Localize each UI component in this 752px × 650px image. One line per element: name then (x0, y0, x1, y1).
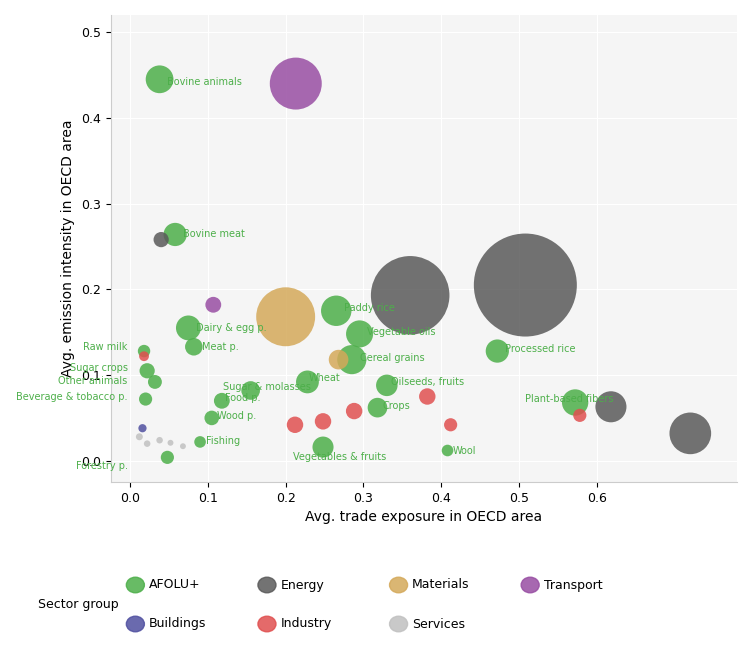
Point (317, 442, 329, 452)
Point (346, 354, 358, 365)
Point (206, 413, 218, 423)
Text: Wheat: Wheat (309, 374, 341, 383)
Text: Wood p.: Wood p. (217, 411, 256, 421)
Text: Crops: Crops (383, 401, 411, 411)
Text: Processed rice: Processed rice (505, 344, 575, 354)
Point (491, 346, 503, 356)
Point (244, 385, 256, 396)
Text: Paddy rice: Paddy rice (344, 303, 395, 313)
Point (605, 402, 617, 412)
Point (353, 329, 365, 339)
Point (332, 354, 344, 365)
Point (138, 351, 150, 361)
Text: Sector group: Sector group (38, 598, 118, 611)
Point (381, 380, 393, 391)
X-axis label: Avg. trade exposure in OECD area: Avg. trade exposure in OECD area (305, 510, 542, 525)
Point (444, 420, 456, 430)
Text: Bovine animals: Bovine animals (168, 77, 242, 87)
Point (208, 300, 220, 310)
Point (569, 397, 581, 408)
Text: Meat p.: Meat p. (202, 342, 238, 352)
Point (194, 437, 206, 447)
Text: Plant-based fibers: Plant-based fibers (526, 394, 614, 404)
Text: Other animals: Other animals (59, 376, 128, 386)
Point (153, 435, 165, 445)
Text: Wool: Wool (453, 445, 477, 456)
Text: Food p.: Food p. (225, 393, 260, 403)
Point (141, 365, 153, 376)
Point (684, 428, 696, 439)
Text: Materials: Materials (412, 578, 469, 592)
Point (183, 322, 195, 333)
Text: Forestry p.: Forestry p. (76, 461, 128, 471)
Point (280, 311, 292, 322)
Point (441, 445, 453, 456)
Point (140, 394, 152, 404)
Text: Transport: Transport (544, 578, 602, 592)
Point (520, 280, 532, 291)
Text: Fishing: Fishing (206, 436, 241, 446)
Point (141, 439, 153, 449)
Text: Cereal grains: Cereal grains (359, 353, 424, 363)
Text: Sugar crops: Sugar crops (70, 363, 128, 373)
Text: Bovine meat: Bovine meat (183, 229, 245, 239)
Point (165, 437, 177, 448)
Point (169, 229, 181, 240)
Point (330, 306, 342, 316)
Point (348, 406, 360, 416)
Point (371, 402, 384, 413)
Text: Industry: Industry (280, 618, 332, 630)
Text: Buildings: Buildings (149, 618, 206, 630)
Text: Energy: Energy (280, 578, 324, 592)
Point (138, 346, 150, 356)
Point (162, 452, 174, 463)
Point (404, 290, 416, 300)
Point (289, 420, 301, 430)
Text: Beverage & tobacco p.: Beverage & tobacco p. (17, 393, 128, 402)
Point (421, 391, 433, 402)
Point (155, 235, 167, 245)
Text: Sugar & molasses: Sugar & molasses (223, 382, 311, 392)
Text: Vegetable oils: Vegetable oils (368, 327, 436, 337)
Text: Services: Services (412, 618, 465, 630)
Y-axis label: Avg. emission intensity in OECD area: Avg. emission intensity in OECD area (62, 120, 75, 378)
Text: Raw milk: Raw milk (83, 342, 128, 352)
Text: Oilseeds, fruits: Oilseeds, fruits (391, 377, 464, 387)
Point (188, 341, 200, 352)
Text: Vegetables & fruits: Vegetables & fruits (293, 452, 387, 462)
Point (302, 377, 314, 387)
Point (136, 423, 148, 434)
Text: Dairy & egg p.: Dairy & egg p. (196, 323, 267, 333)
Point (133, 432, 145, 442)
Point (149, 377, 161, 387)
Text: AFOLU+: AFOLU+ (149, 578, 201, 592)
Point (574, 410, 586, 421)
Point (317, 416, 329, 426)
Point (153, 74, 165, 85)
Point (290, 79, 302, 89)
Point (177, 441, 189, 451)
Point (216, 396, 228, 406)
